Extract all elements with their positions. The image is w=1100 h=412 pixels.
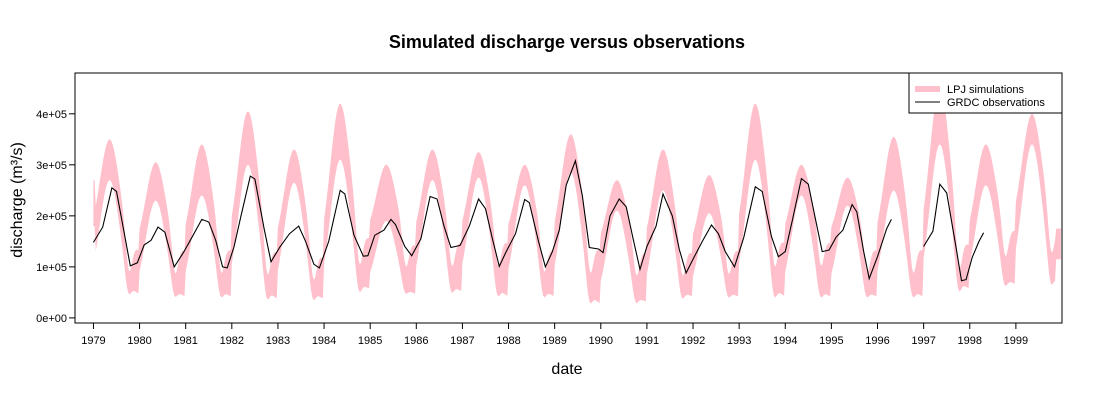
x-axis: 1979 1980 1981 1982 1983 1984 1985 1986 1987 1988… [81,323,1028,347]
y-axis-label: discharge (m³/s) [9,142,26,258]
x-tick-label: 1993 [727,335,751,347]
observation-line-layer [92,158,985,282]
y-tick-label: 2e+05 [36,211,67,223]
y-axis: 0e+00 1e+05 2e+05 3e+05 4e+05 [36,109,75,325]
x-tick-label: 1996 [865,335,889,347]
y-tick-label: 1e+05 [36,262,67,274]
y-tick-label: 3e+05 [36,160,67,172]
x-tick-label: 1987 [450,335,474,347]
x-tick-label: 1998 [958,335,982,347]
x-tick-label: 1986 [404,335,428,347]
y-tick-label: 4e+05 [36,109,67,121]
observation-line [923,182,985,282]
x-tick-label: 1991 [635,335,659,347]
x-tick-label: 1994 [773,335,797,347]
x-tick-label: 1983 [266,335,290,347]
x-tick-label: 1982 [220,335,244,347]
x-tick-label: 1990 [589,335,613,347]
y-tick-label: 0e+00 [36,313,67,325]
legend-label-observations: GRDC observations [947,97,1045,109]
simulation-band-layer [93,85,1061,304]
x-tick-label: 1989 [542,335,566,347]
x-tick-label: 1992 [681,335,705,347]
legend-label-simulations: LPJ simulations [947,84,1025,96]
legend: LPJ simulations GRDC observations [908,72,1063,114]
x-tick-label: 1999 [1004,335,1028,347]
legend-box [908,72,1063,114]
x-tick-label: 1979 [81,335,105,347]
x-tick-label: 1984 [312,335,336,347]
observation-line [92,158,892,281]
x-tick-label: 1981 [173,335,197,347]
x-axis-label: date [551,361,582,378]
plot-frame [74,72,1063,324]
chart-title: Simulated discharge versus observations [389,32,745,52]
x-tick-label: 1980 [127,335,151,347]
x-tick-label: 1997 [911,335,935,347]
x-tick-label: 1988 [496,335,520,347]
x-tick-label: 1995 [819,335,843,347]
simulation-band [93,85,1061,304]
x-tick-label: 1985 [358,335,382,347]
